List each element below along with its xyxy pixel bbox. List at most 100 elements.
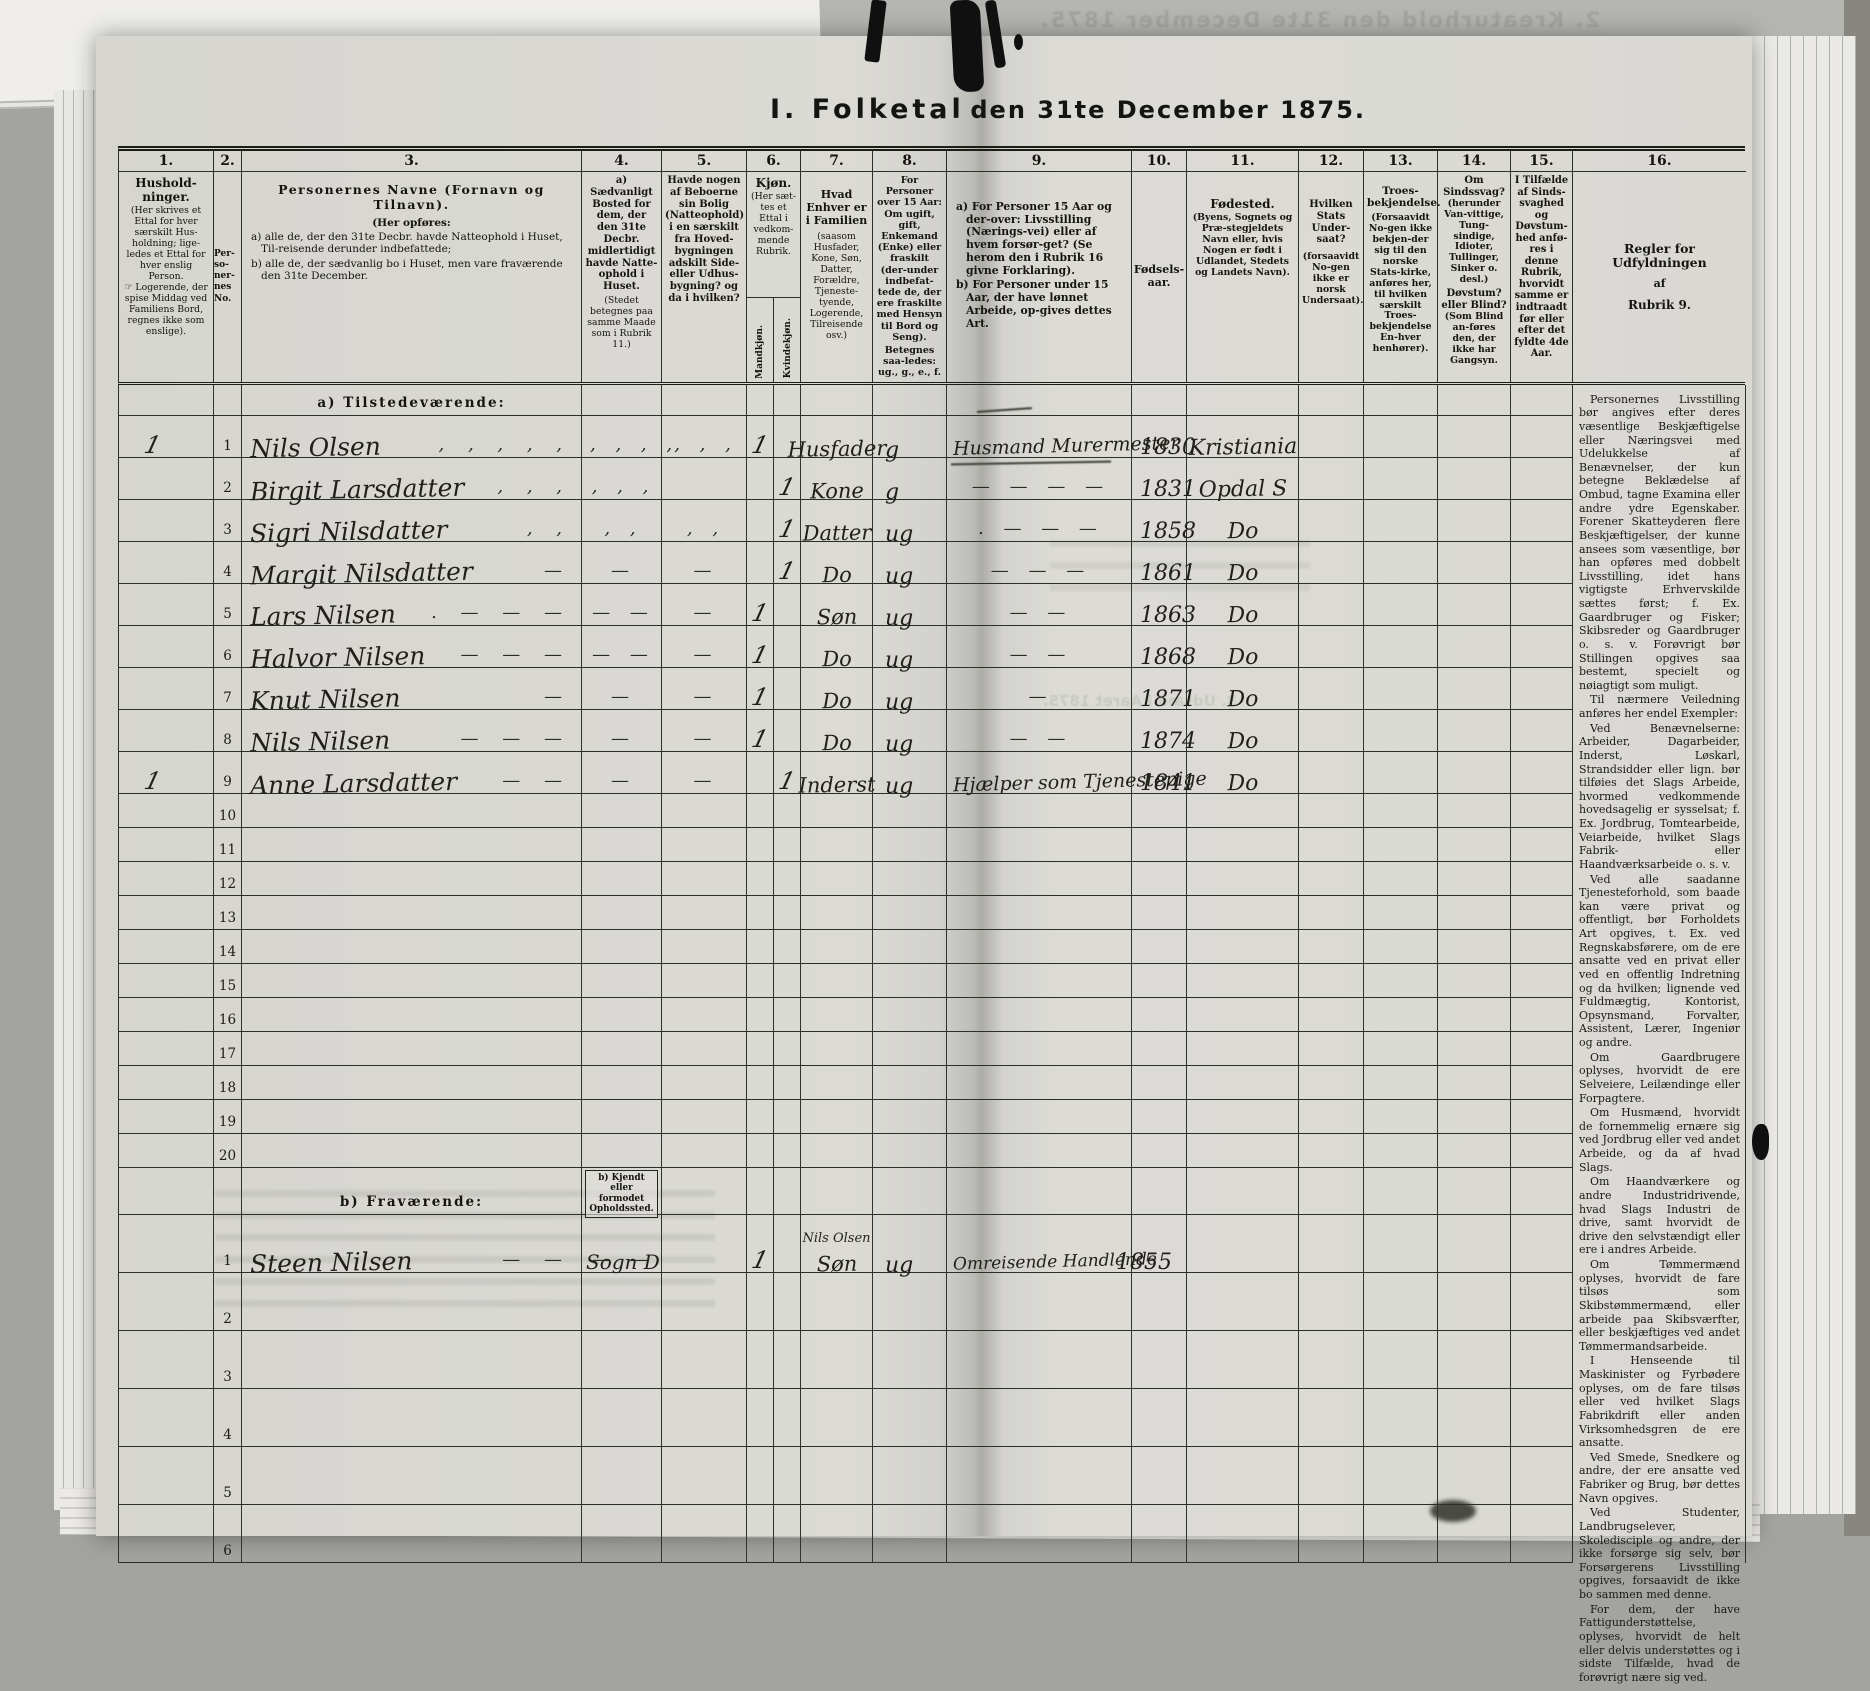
cell-occupation: [947, 1065, 1132, 1100]
cell-female: [774, 895, 801, 930]
cell-usual-residence: [582, 1099, 662, 1134]
table-row: 8 Nils Nilsen — — — — —1 Do ug — —1874 Do: [118, 709, 1573, 757]
cell-outbuilding: , , ,: [662, 415, 747, 458]
col5-text: Havde nogen af Beboerne sin Bolig (Natte…: [665, 175, 745, 304]
cell-marital-status: [873, 1133, 947, 1168]
cell-birthplace: [1187, 861, 1299, 896]
cell-birth-year: 1868: [1132, 625, 1196, 670]
cell-citizenship: [1299, 1099, 1364, 1134]
cell-female: [774, 963, 801, 998]
cell-disability: [1438, 583, 1511, 626]
cell-occupation: [947, 929, 1132, 964]
cell-disability: [1438, 667, 1511, 710]
cell-household: 1: [119, 751, 214, 795]
table-row: 15: [118, 963, 1573, 998]
section-cell: [873, 384, 947, 416]
cell-onset: [1511, 583, 1573, 626]
section-cell: [1438, 384, 1511, 416]
cell-family-position: [801, 963, 873, 998]
cell-disability: [1438, 1446, 1511, 1505]
cell-marital-status: ug: [873, 667, 947, 715]
cell-birth-year: [1132, 963, 1187, 998]
cell-disability: [1438, 1214, 1511, 1273]
marital-status: ug: [885, 647, 914, 673]
ink-mark: [949, 0, 985, 93]
ditto-marks: — — —: [990, 559, 1092, 581]
cell-birth-year: 1830: [1132, 415, 1196, 460]
rules-text: Personernes Livsstilling bør angives eft…: [1573, 385, 1745, 1691]
cell-onset: [1511, 861, 1573, 896]
table-row: 4: [118, 1388, 1573, 1447]
section-cell: [582, 384, 662, 416]
cell-citizenship: [1299, 667, 1364, 710]
cell-onset: [1511, 1031, 1573, 1066]
cell-family-position: [801, 1446, 873, 1505]
cell-family-position: [801, 1065, 873, 1100]
household-number: 1: [141, 766, 164, 795]
col6-title: Kjøn.: [755, 176, 792, 190]
person-number: 3: [223, 521, 232, 538]
birth-year: 1855: [1116, 1249, 1172, 1275]
section-cell: b) Kjendt eller formodet Opholdssted.: [582, 1167, 662, 1218]
cell-outbuilding: , ,: [662, 499, 747, 542]
cell-marital-status: [873, 929, 947, 964]
person-number: 1: [223, 437, 232, 454]
cell-marital-status: g: [873, 457, 947, 505]
cell-family-position: Do: [801, 541, 873, 587]
cell-family-position: [801, 827, 873, 862]
cell-usual-residence: [582, 1388, 662, 1447]
female-subcolumn-label: Kvindekjøn.: [782, 318, 793, 379]
cell-female: [774, 415, 801, 458]
cell-female: [774, 1272, 801, 1331]
cell-birthplace: [1187, 1031, 1299, 1066]
rules-paragraph: Ved Benævnelserne: Arbeider, Dagarbeider…: [1579, 721, 1740, 871]
cell-name: [242, 1446, 582, 1505]
cell-birth-year: 1861: [1132, 541, 1196, 586]
cell-male: [747, 1504, 774, 1563]
cell-citizenship: [1299, 1133, 1364, 1168]
cell-outbuilding: [662, 793, 747, 828]
cell-citizenship: [1299, 457, 1364, 500]
cell-onset: [1511, 997, 1573, 1032]
ditto-marks: , , , ,: [590, 433, 680, 455]
cell-occupation: Hjælper som Tjenestepige: [947, 751, 1207, 796]
birth-year: 1830: [1140, 434, 1196, 460]
cell-onset: [1511, 457, 1573, 500]
cell-name: [242, 1272, 582, 1331]
page-title: I. Folketal den 31te December 1875.: [770, 94, 1364, 125]
cell-marital-status: [873, 793, 947, 828]
cell-male: [747, 499, 774, 542]
cell-household: [119, 625, 214, 668]
marital-status: ug: [885, 521, 914, 547]
rules-paragraph: Til nærmere Veiledning anføres her endel…: [1579, 693, 1740, 721]
cell-person-no: 6: [214, 1504, 242, 1563]
ditto-marks: , , ,: [674, 433, 738, 455]
cell-name: [242, 1099, 582, 1134]
ditto-marks: — —: [592, 1248, 655, 1270]
cell-onset: [1511, 963, 1573, 998]
cell-disability: [1438, 1272, 1511, 1331]
person-number: 11: [218, 841, 237, 858]
cell-citizenship: [1299, 1065, 1364, 1100]
cell-person-no: 1: [214, 1214, 242, 1273]
cell-household: [119, 1330, 214, 1389]
ditto-marks: —: [693, 727, 719, 749]
cell-usual-residence: , , ,: [582, 457, 662, 500]
col1-note: ☞ Logerende, der spise Middag ved Famili…: [124, 282, 208, 337]
cell-outbuilding: [662, 1133, 747, 1168]
ledger-spread: [96, 36, 1752, 1536]
cell-name: [242, 793, 582, 828]
cell-person-no: 18: [214, 1065, 242, 1100]
cell-outbuilding: [662, 827, 747, 862]
cell-disability: [1438, 929, 1511, 964]
cell-birth-year: [1132, 827, 1187, 862]
cell-citizenship: [1299, 1272, 1364, 1331]
cell-outbuilding: [662, 1099, 747, 1134]
cell-name: [242, 963, 582, 998]
cell-person-no: 5: [214, 1446, 242, 1505]
person-number: 14: [218, 943, 237, 960]
cell-family-position: [801, 1272, 873, 1331]
cell-female: [774, 1446, 801, 1505]
male-tally: 1: [748, 640, 772, 669]
